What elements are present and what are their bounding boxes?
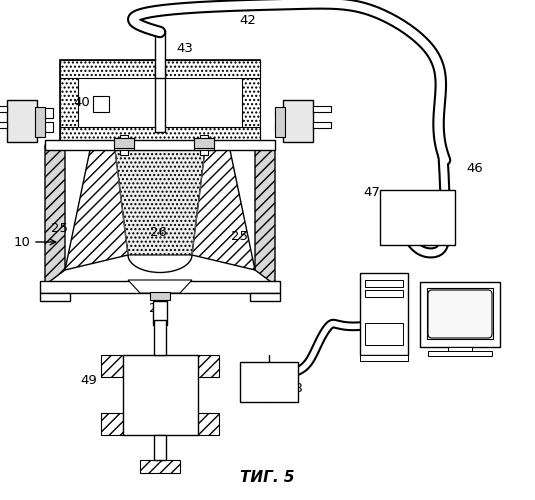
Bar xyxy=(365,323,403,345)
Bar xyxy=(45,140,275,150)
Bar xyxy=(365,290,403,297)
Bar xyxy=(101,355,123,377)
Text: 48: 48 xyxy=(287,382,303,396)
Bar xyxy=(154,320,166,355)
Bar xyxy=(140,460,180,473)
Bar xyxy=(283,100,313,142)
Bar xyxy=(60,60,78,145)
Bar xyxy=(114,138,134,150)
Bar xyxy=(275,107,285,137)
Polygon shape xyxy=(255,145,275,285)
Bar xyxy=(197,413,219,435)
Bar xyxy=(118,140,130,145)
Text: 23: 23 xyxy=(149,302,166,314)
Polygon shape xyxy=(65,150,128,270)
Bar xyxy=(114,138,134,148)
Text: 26: 26 xyxy=(150,226,166,238)
Bar xyxy=(35,107,45,137)
Text: 10: 10 xyxy=(13,236,30,248)
Text: ΤИГ. 5: ΤИГ. 5 xyxy=(240,470,294,486)
FancyBboxPatch shape xyxy=(428,290,492,338)
Bar xyxy=(40,293,70,301)
Text: 43: 43 xyxy=(177,42,194,54)
Bar xyxy=(78,78,242,127)
Bar xyxy=(154,435,166,460)
Bar xyxy=(155,30,165,78)
Bar xyxy=(60,127,260,145)
Bar xyxy=(7,100,37,142)
Bar xyxy=(45,108,53,118)
Bar xyxy=(123,355,198,435)
Text: 47: 47 xyxy=(363,186,380,200)
Bar xyxy=(153,301,167,325)
Bar xyxy=(420,282,500,347)
Bar xyxy=(360,273,408,355)
Polygon shape xyxy=(128,280,192,293)
Bar xyxy=(275,122,283,132)
Bar xyxy=(365,280,403,287)
Bar xyxy=(197,355,219,377)
Text: 25: 25 xyxy=(51,222,68,234)
Polygon shape xyxy=(192,150,255,270)
Text: 45: 45 xyxy=(381,220,398,234)
Bar xyxy=(120,135,128,155)
Bar xyxy=(250,293,280,301)
Polygon shape xyxy=(115,150,205,255)
Bar xyxy=(427,288,493,339)
Text: 42: 42 xyxy=(240,14,256,26)
Bar xyxy=(45,122,53,132)
Bar xyxy=(40,281,280,293)
Bar xyxy=(0,122,7,128)
Bar xyxy=(200,135,208,155)
Bar xyxy=(194,138,214,148)
Bar xyxy=(93,96,109,112)
Text: 46: 46 xyxy=(467,162,484,174)
Bar xyxy=(150,292,170,300)
Text: 49: 49 xyxy=(81,374,97,388)
Bar xyxy=(60,60,260,78)
Bar xyxy=(242,60,260,145)
Bar xyxy=(275,108,283,118)
Bar xyxy=(0,106,7,112)
Bar xyxy=(240,362,298,402)
Polygon shape xyxy=(45,145,65,285)
Text: 40: 40 xyxy=(74,96,90,110)
Bar xyxy=(194,138,214,150)
Text: 25: 25 xyxy=(231,230,248,242)
Bar xyxy=(198,140,210,145)
Bar xyxy=(313,122,331,128)
Bar xyxy=(428,351,492,356)
Bar xyxy=(448,347,472,351)
Bar xyxy=(101,413,123,435)
Bar xyxy=(313,106,331,112)
Bar xyxy=(360,355,408,361)
Bar xyxy=(380,190,455,245)
Bar xyxy=(155,68,165,132)
Bar xyxy=(60,60,260,145)
